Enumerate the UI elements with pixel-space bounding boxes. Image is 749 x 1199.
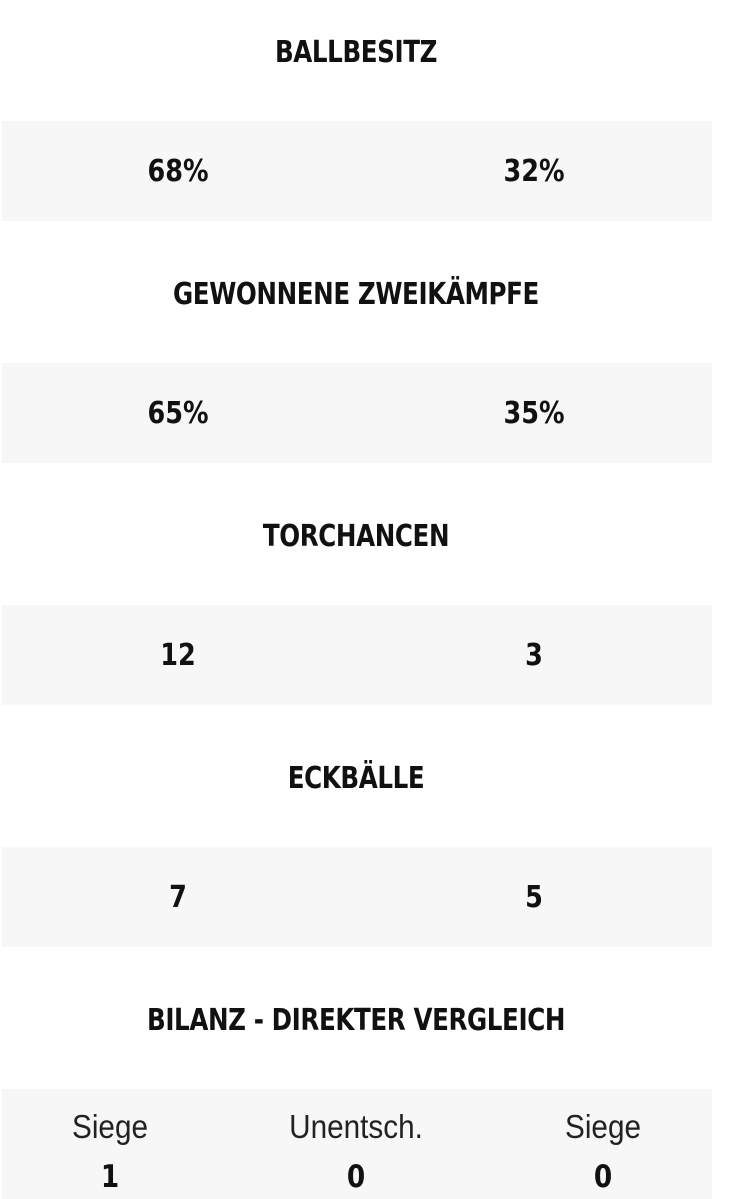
home-value: 65% [147, 395, 209, 431]
home-value: 68% [147, 153, 209, 189]
stat-title-torchancen: TORCHANCEN [262, 518, 450, 554]
stat-title-ballbesitz: BALLBESITZ [274, 34, 438, 70]
stat-title-eckbaelle: ECKBÄLLE [287, 760, 425, 796]
stat-row-torchancen: 12 3 [2, 605, 712, 705]
bilanz-away-value: 0 [593, 1159, 613, 1195]
bilanz-title: BILANZ - DIREKTER VERGLEICH [146, 1002, 566, 1038]
bilanz-draw-label: Unentsch. [289, 1108, 423, 1145]
stat-row-ballbesitz: 68% 32% [2, 121, 712, 221]
bilanz-home: Siege 1 [10, 1089, 210, 1199]
home-value: 12 [160, 637, 196, 673]
home-value: 7 [169, 879, 187, 915]
away-value: 35% [503, 395, 565, 431]
away-value: 5 [525, 879, 543, 915]
stat-title-zweikaempfe: GEWONNENE ZWEIKÄMPFE [173, 276, 539, 312]
stat-row-eckbaelle: 7 5 [2, 847, 712, 947]
bilanz-row: Siege 1 Unentsch. 0 Siege 0 [2, 1089, 712, 1199]
away-value: 3 [525, 637, 543, 673]
bilanz-home-label: Siege [72, 1108, 148, 1145]
bilanz-draw: Unentsch. 0 [256, 1089, 456, 1199]
bilanz-away: Siege 0 [503, 1089, 703, 1199]
bilanz-away-label: Siege [565, 1108, 641, 1145]
bilanz-draw-value: 0 [346, 1159, 366, 1195]
bilanz-home-value: 1 [100, 1159, 120, 1195]
away-value: 32% [503, 153, 565, 189]
stat-row-zweikaempfe: 65% 35% [2, 363, 712, 463]
